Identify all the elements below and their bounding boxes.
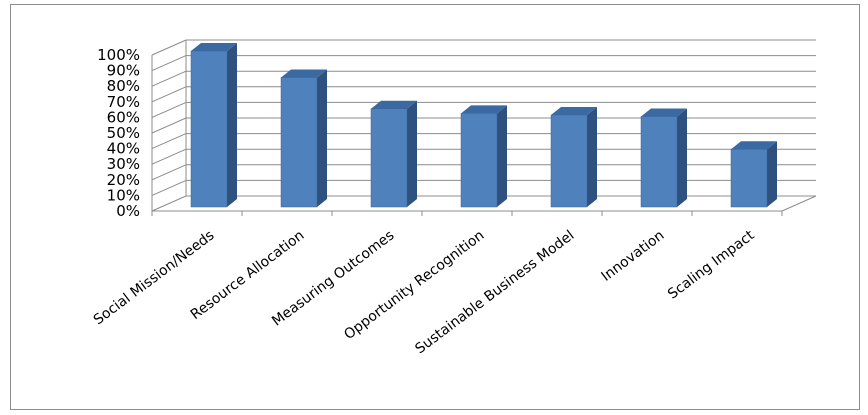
bars (190, 43, 777, 208)
bar-top (191, 43, 237, 51)
x-category-label: Scaling Impact (665, 227, 758, 302)
bar-front (550, 114, 588, 208)
y-tick-label: 10% (107, 186, 140, 204)
bar-side (317, 69, 327, 208)
y-tick-label: 40% (107, 140, 140, 158)
bar (370, 100, 417, 208)
bar-top (461, 105, 507, 114)
bar (640, 108, 687, 208)
bar-side (497, 105, 507, 207)
y-tick-label: 20% (107, 171, 140, 189)
bar-front (370, 108, 408, 208)
bar-top (281, 69, 327, 78)
y-tick-label: 100% (97, 46, 140, 64)
bar-front (460, 113, 498, 208)
bar-side (677, 108, 687, 207)
bar-side (407, 100, 417, 207)
gridline-side (151, 70, 187, 87)
bar-front (190, 50, 228, 208)
y-tick-label: 0% (116, 202, 140, 220)
y-tick-label: 50% (107, 124, 140, 142)
bar-top (641, 108, 687, 117)
gridline-side (151, 195, 187, 212)
y-tick-label: 90% (107, 62, 140, 80)
gridline-side (151, 179, 187, 196)
bar-top (731, 141, 777, 150)
bar (190, 43, 237, 208)
floor-right-edge (781, 195, 817, 212)
bar (730, 141, 777, 208)
gridline-side (151, 55, 187, 72)
gridline-side (151, 86, 187, 103)
bar-side (587, 106, 597, 207)
y-tick-label: 70% (107, 93, 140, 111)
gridline-side (151, 164, 187, 181)
gridline-side (151, 117, 187, 134)
gridline-side (151, 148, 187, 165)
bar-front (280, 77, 318, 208)
bar-side (767, 141, 777, 207)
x-category-label: Sustainable Business Model (412, 227, 577, 357)
bar-top (371, 100, 417, 109)
gridline-side (151, 39, 187, 56)
bar (460, 105, 507, 208)
bar (280, 69, 327, 208)
bar (550, 106, 597, 208)
y-tick-label: 80% (107, 77, 140, 95)
bar-side (227, 43, 237, 207)
y-tick-labels: 0%10%20%30%40%50%60%70%80%90%100% (97, 46, 140, 220)
y-tick-label: 60% (107, 108, 140, 126)
x-category-label: Innovation (599, 227, 668, 284)
gridline-side (151, 101, 187, 118)
y-tick-label: 30% (107, 155, 140, 173)
bar-front (640, 116, 678, 208)
bar-front (730, 149, 768, 208)
gridline-side (151, 133, 187, 150)
bar-top (551, 106, 597, 115)
